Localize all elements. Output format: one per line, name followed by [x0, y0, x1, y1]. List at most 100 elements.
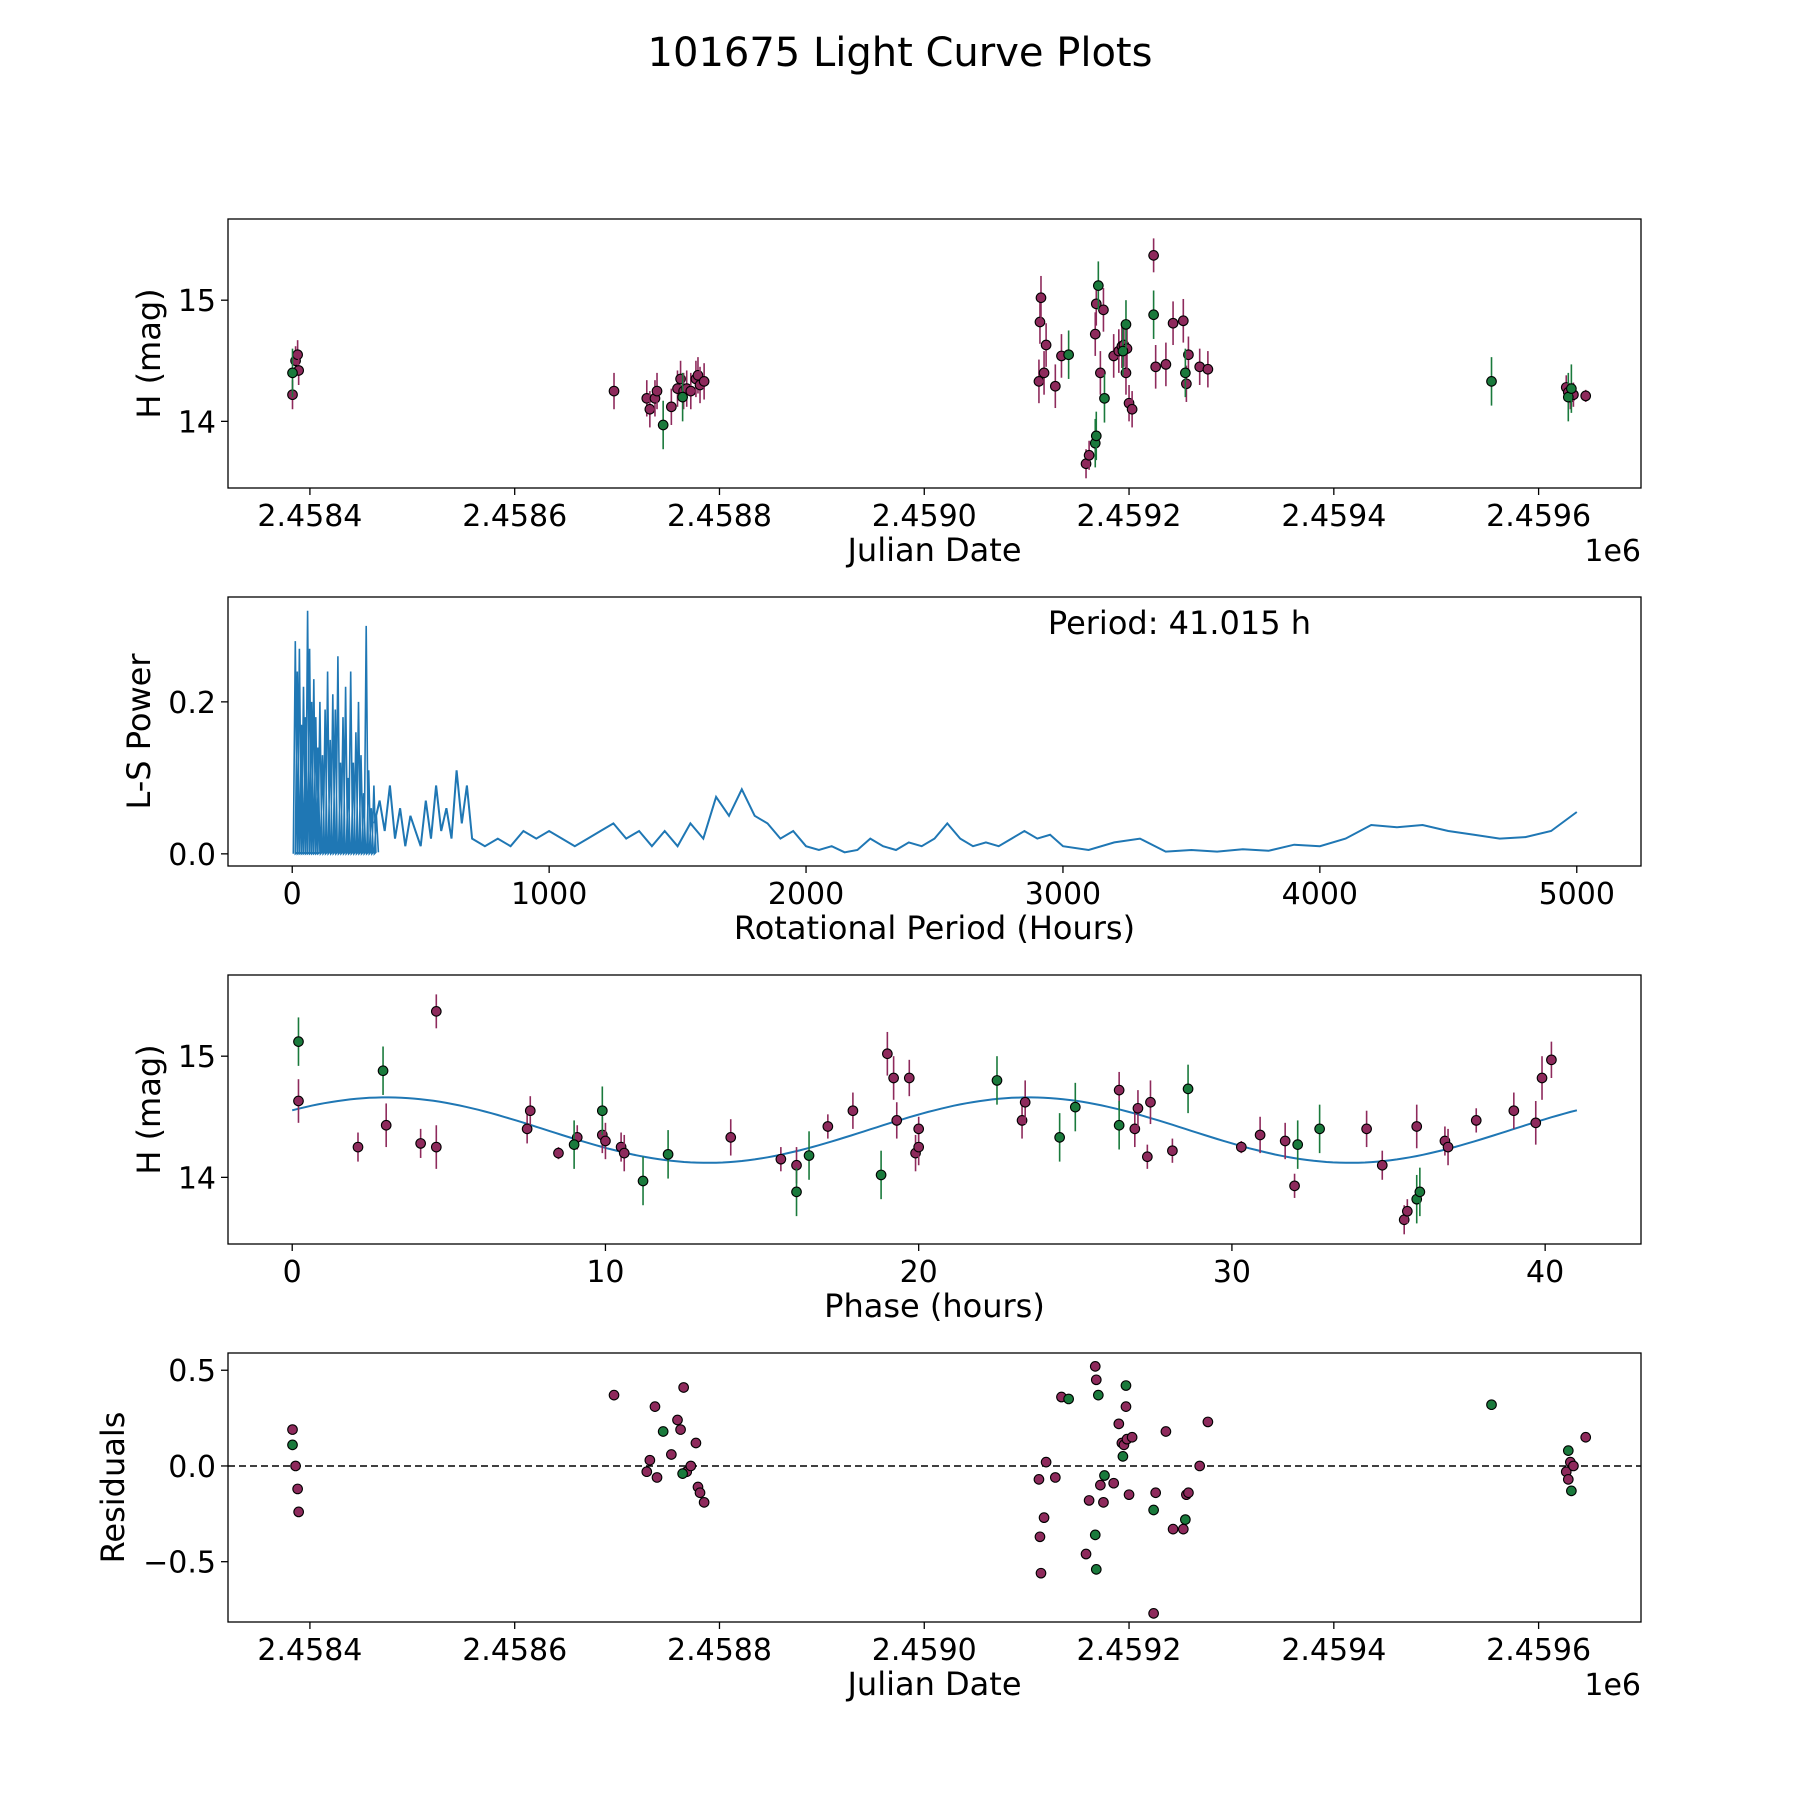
residuals-point: [292, 1483, 303, 1495]
phased-point: [725, 1132, 737, 1143]
phased-point: [913, 1123, 925, 1135]
periodogram-frame: [227, 596, 1642, 867]
residuals-point: [677, 1468, 688, 1479]
lightcurve-point: [1566, 383, 1577, 394]
residuals-point: [1562, 1445, 1574, 1456]
phased-point: [1401, 1205, 1413, 1217]
lightcurve-point: [1580, 390, 1592, 402]
phased-ytick-label: 15: [178, 1040, 216, 1075]
phased-point: [775, 1153, 787, 1165]
phased-point: [1235, 1141, 1247, 1153]
residuals-point: [1040, 1456, 1052, 1468]
lightcurve-data-layer: [287, 238, 1592, 479]
lightcurve-point: [1098, 304, 1109, 316]
phased-point: [1411, 1121, 1423, 1132]
phased-point: [1167, 1145, 1178, 1157]
residuals-xlabel: Julian Date: [845, 1665, 1021, 1703]
residuals-point: [1108, 1477, 1120, 1489]
phased-point: [1113, 1119, 1125, 1131]
phased-point: [891, 1115, 903, 1126]
lightcurve-xtick-label: 2.4586: [462, 499, 567, 534]
residuals-point: [1098, 1496, 1109, 1508]
phased-point: [1442, 1141, 1454, 1153]
residuals-point: [1092, 1389, 1104, 1401]
residuals-point: [1180, 1514, 1191, 1525]
phased-xtick-label: 30: [1213, 1255, 1251, 1290]
lightcurve-point: [677, 391, 688, 403]
periodogram-xtick-label: 4000: [1282, 877, 1358, 912]
phased-point: [803, 1150, 815, 1161]
phased-point: [1470, 1115, 1482, 1126]
lightcurve-point: [1099, 392, 1110, 404]
phased-xlabel: Phase (hours): [824, 1287, 1045, 1325]
phased-point: [991, 1075, 1003, 1086]
residuals-xtick-label: 2.4596: [1486, 1633, 1591, 1668]
residuals-point: [608, 1389, 620, 1401]
residuals-point: [287, 1439, 298, 1451]
residuals-xtick-label: 2.4588: [667, 1633, 772, 1668]
lightcurve-point: [1049, 380, 1061, 392]
residuals-point: [1113, 1418, 1125, 1430]
residuals-series-series_b: [287, 1380, 1577, 1575]
lightcurve-series-series_b: [287, 261, 1577, 468]
phased-point: [377, 1065, 389, 1077]
lightcurve-point: [1120, 319, 1132, 330]
phased-point: [822, 1121, 834, 1132]
phased-point: [903, 1072, 915, 1084]
residuals-xtick-label: 2.4586: [462, 1633, 567, 1668]
lightcurve-point: [1035, 292, 1047, 304]
residuals-point: [1089, 1361, 1101, 1372]
phased-point: [791, 1186, 802, 1198]
lightcurve-xtick-label: 2.4592: [1077, 499, 1182, 534]
lightcurve-frame: [227, 218, 1642, 489]
phased-point: [524, 1105, 536, 1117]
residuals-point: [1089, 1529, 1101, 1541]
residuals-point: [1049, 1472, 1061, 1483]
periodogram-xlabel: Rotational Period (Hours): [734, 909, 1135, 947]
periodogram-xtick-label: 0: [283, 877, 302, 912]
lightcurve-point: [1160, 359, 1172, 370]
phased-xtick-label: 10: [586, 1255, 624, 1290]
phased-series-series_a: [293, 994, 1557, 1235]
lightcurve-point: [1202, 363, 1214, 375]
residuals-point: [672, 1414, 683, 1426]
residuals-point: [1568, 1460, 1579, 1472]
residuals-point: [1038, 1512, 1050, 1524]
lightcurve-point: [1486, 376, 1497, 387]
residuals-point: [651, 1472, 663, 1483]
lightcurve-point: [1167, 317, 1179, 329]
lightcurve-point: [608, 385, 620, 397]
periodogram-data-layer: [292, 610, 1578, 856]
phased-point: [1279, 1135, 1291, 1147]
periodogram-spikes: [292, 610, 380, 856]
phased-point: [637, 1175, 649, 1187]
phased-ytick-label: 14: [178, 1161, 216, 1196]
residuals-point: [1090, 1374, 1102, 1386]
periodogram-ylabel: L-S Power: [120, 653, 158, 810]
phased-point: [596, 1105, 608, 1117]
residuals-frame: [227, 1352, 1642, 1623]
panels: 2.4584 2.4586 2.4588 2.4590 2.4592 2.4594 2.45…: [94, 218, 1642, 1703]
periodogram-xtick-label: 1000: [511, 877, 587, 912]
residuals-point: [287, 1424, 298, 1435]
lightcurve-point: [644, 403, 656, 415]
phased-point: [293, 1036, 304, 1047]
lightcurve-ytick-label: 14: [178, 405, 216, 440]
periodogram-xtick-label: 5000: [1539, 877, 1615, 912]
lightcurve-point: [651, 385, 663, 397]
residuals-point: [644, 1454, 656, 1466]
residuals-point: [1090, 1563, 1102, 1575]
panel-phased: 0 10 20 30 40 14 15 Phase (hours) H (mag): [130, 974, 1642, 1325]
phased-point: [352, 1141, 364, 1153]
residuals-point: [675, 1424, 686, 1435]
lightcurve-point: [1117, 345, 1129, 357]
phased-point: [1129, 1123, 1141, 1135]
lightcurve-point: [666, 401, 677, 413]
phased-point: [1132, 1102, 1144, 1114]
lightcurve-point: [1180, 367, 1191, 379]
residuals-point: [1063, 1393, 1074, 1405]
residuals-point: [1486, 1399, 1497, 1411]
residuals-point: [1566, 1485, 1577, 1497]
phased-point: [913, 1141, 925, 1153]
residuals-ytick-label: 0.0: [168, 1450, 216, 1485]
